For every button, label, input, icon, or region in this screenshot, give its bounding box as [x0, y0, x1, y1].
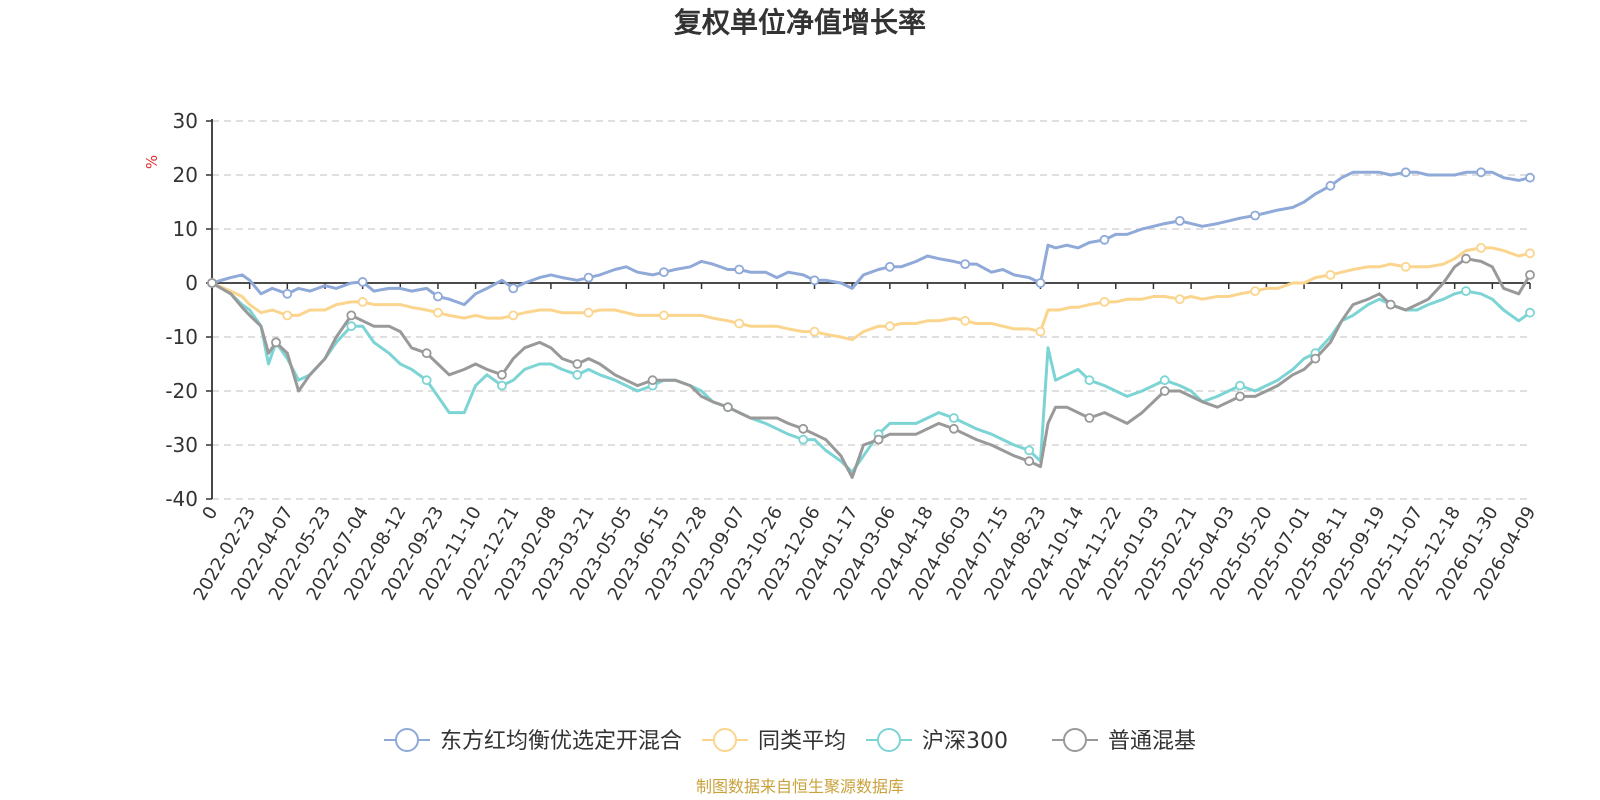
series-point [1325, 180, 1336, 191]
series-point [1174, 215, 1185, 226]
y-tick-label: -40 [165, 487, 198, 511]
series-point [734, 264, 745, 275]
legend-label: 同类平均 [758, 729, 846, 754]
series-point [734, 318, 745, 329]
series-point [1174, 294, 1185, 305]
series-point [948, 423, 959, 434]
series-point [1461, 286, 1471, 297]
legend[interactable]: 东方红均衡优选定开混合 同类平均 沪深300 普通混基 [384, 728, 1196, 754]
legend-swatch-circle [877, 728, 901, 752]
data-source-note: 制图数据来自恒生聚源数据库 [696, 777, 904, 796]
series-point [497, 369, 507, 380]
series-point [1400, 261, 1411, 272]
series-point [1084, 375, 1095, 386]
series-point [421, 375, 432, 386]
series-point [798, 423, 809, 434]
series-point [271, 337, 281, 348]
series-point [357, 296, 368, 307]
legend-label: 沪深300 [922, 729, 1008, 754]
series-point [658, 310, 669, 321]
series-point [1385, 299, 1396, 310]
legend-swatch-circle [1063, 728, 1087, 752]
series-point [1476, 242, 1486, 253]
series-point [1525, 172, 1535, 183]
legend-item[interactable]: 沪深300 [866, 728, 1008, 754]
series-point [1476, 167, 1486, 178]
series-point [1024, 456, 1035, 467]
series-lines [207, 167, 1535, 479]
y-tick-label: -20 [165, 379, 198, 403]
series-point [282, 310, 293, 321]
series-point [1159, 375, 1170, 386]
series-point [809, 275, 820, 286]
series-point [1525, 307, 1535, 318]
series-point [798, 434, 809, 445]
legend-swatch-circle [713, 728, 737, 752]
y-tick-label: -10 [165, 325, 198, 349]
y-axis-ticks: 30 20 10 0 -10 -20 -30 -40 [165, 109, 212, 511]
legend-label: 东方红均衡优选定开混合 [440, 729, 682, 754]
series-point [572, 369, 583, 380]
series-point [508, 283, 519, 294]
series-point [1235, 391, 1245, 402]
series-point [647, 375, 658, 386]
series-point [1310, 353, 1321, 364]
series-point [1525, 269, 1535, 280]
series-point [572, 359, 583, 369]
legend-item[interactable]: 同类平均 [702, 728, 846, 754]
series-point [1084, 413, 1095, 423]
legend-label: 普通混基 [1108, 729, 1196, 754]
series-point [207, 278, 217, 288]
series-point [1250, 286, 1261, 297]
legend-item[interactable]: 普通混基 [1052, 728, 1196, 754]
series-point [1325, 269, 1336, 280]
series-point [884, 261, 895, 272]
series-point [658, 267, 669, 278]
y-axis-unit-label: % [143, 155, 161, 169]
series-point [433, 291, 443, 302]
series-point [583, 307, 594, 318]
y-tick-label: 30 [173, 109, 198, 133]
series-point [723, 402, 733, 413]
y-tick-label: 0 [185, 271, 198, 295]
y-tick-label: 20 [173, 163, 198, 187]
y-tick-label: -30 [165, 433, 198, 457]
series-point [357, 277, 368, 287]
series-point [497, 380, 507, 391]
legend-swatch-circle [395, 728, 419, 752]
series-point [1024, 445, 1035, 456]
series-point [960, 259, 971, 270]
series-point [948, 413, 959, 423]
x-tick-label: 0 [198, 503, 222, 523]
series-point [346, 321, 357, 332]
series-point [433, 307, 443, 318]
axes [211, 119, 1530, 499]
series-point [1099, 296, 1110, 307]
series-point [508, 310, 519, 321]
series-point [421, 348, 432, 359]
series-point [346, 310, 357, 321]
series-point [1461, 253, 1471, 264]
series-point [1400, 167, 1411, 178]
series-point [1525, 248, 1535, 259]
y-tick-label: 10 [173, 217, 198, 241]
legend-item[interactable]: 东方红均衡优选定开混合 [384, 728, 682, 754]
series-point [1035, 326, 1046, 337]
series-point [1235, 380, 1245, 391]
series-point [873, 434, 884, 445]
series-point [583, 272, 594, 283]
series-point [1035, 278, 1046, 288]
series-point [282, 288, 293, 299]
series-line [210, 170, 1532, 307]
series-point [884, 321, 895, 332]
series-point [809, 326, 820, 337]
series-point [1250, 210, 1261, 221]
chart-title: 复权单位净值增长率 [674, 6, 926, 39]
series-line [210, 246, 1532, 342]
gridlines [212, 120, 1530, 500]
series-point [1159, 386, 1170, 396]
series-point [1099, 234, 1110, 245]
series-point [960, 315, 971, 326]
